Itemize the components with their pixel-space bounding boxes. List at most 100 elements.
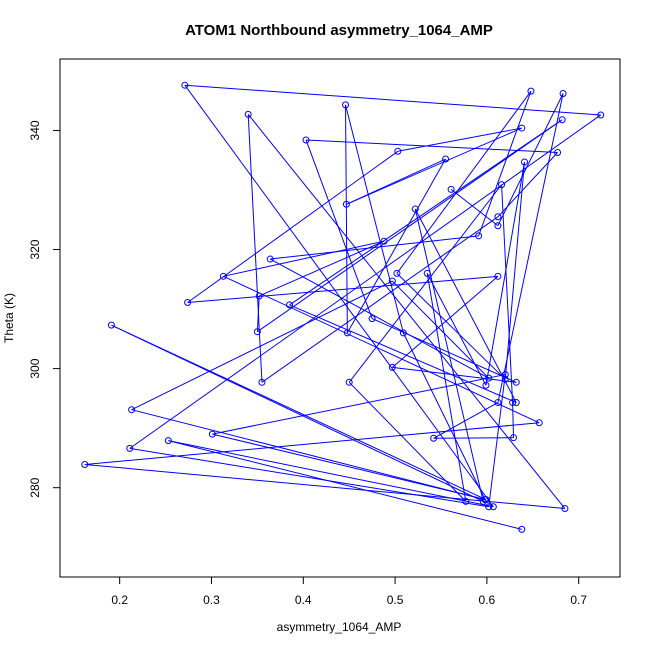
data-point (485, 374, 493, 382)
data-point (518, 124, 526, 132)
data-point (107, 321, 115, 329)
series-segment (247, 114, 263, 383)
y-tick-label: 300 (28, 358, 42, 378)
y-tick-label: 340 (28, 120, 42, 140)
series-segment (270, 235, 479, 260)
data-point (253, 328, 261, 336)
plot-frame (59, 58, 621, 578)
series-segment (346, 158, 446, 205)
series-segment (259, 240, 385, 297)
data-point (597, 111, 605, 119)
series-segment (131, 280, 393, 411)
data-point (481, 496, 489, 504)
data-point (380, 237, 388, 245)
series-segment (392, 275, 499, 368)
data-point (485, 503, 493, 511)
series-segment (396, 90, 532, 274)
series-segment (345, 104, 348, 333)
data-point (509, 399, 517, 407)
series-segment (348, 381, 467, 502)
series-segment (187, 275, 498, 304)
series-segment (426, 273, 467, 502)
data-point (442, 155, 450, 163)
series-segment (348, 184, 502, 383)
data-point (394, 147, 402, 155)
series-segment (478, 90, 532, 237)
data-point (498, 181, 506, 189)
series-segment (392, 366, 517, 383)
series-segment (129, 114, 602, 449)
data-point (430, 434, 438, 442)
series-segment (305, 139, 373, 319)
data-point (342, 200, 350, 208)
series-segment (84, 422, 540, 465)
series-segment (512, 402, 515, 438)
series-segment (168, 440, 494, 508)
data-point (494, 272, 502, 280)
x-axis: 0.2 0.3 0.4 0.5 0.6 0.7 (111, 576, 587, 607)
data-point (342, 101, 350, 109)
data-point (489, 503, 497, 511)
series-segment (414, 208, 484, 502)
series-segment (306, 139, 558, 153)
data-point (554, 148, 562, 156)
series-segment (212, 374, 506, 435)
y-axis: 280 300 320 340 (28, 120, 61, 498)
data-point (244, 110, 252, 118)
series-segment (346, 127, 522, 205)
data-point (447, 185, 455, 193)
series-segment (402, 332, 486, 500)
series-segment (269, 258, 489, 379)
data-point (345, 378, 353, 386)
series-segment (111, 324, 484, 502)
series-segment (346, 158, 447, 334)
x-tick-label: 0.6 (479, 593, 496, 607)
data-point (164, 437, 172, 445)
data-point (494, 213, 502, 221)
series-segment (433, 437, 514, 439)
data-point (81, 460, 89, 468)
data-point (208, 430, 216, 438)
series-segment (485, 161, 526, 386)
series-segment (184, 84, 494, 508)
data-point (393, 269, 401, 277)
data-point (482, 381, 490, 389)
data-point (494, 399, 502, 407)
data-point (266, 255, 274, 263)
series-segment (426, 273, 487, 386)
series-segment (247, 114, 566, 509)
series-segment (84, 463, 565, 510)
data-point (512, 378, 520, 386)
series-points (81, 81, 605, 533)
data-point (559, 90, 567, 98)
data-point (462, 497, 470, 505)
series-segment (289, 119, 563, 306)
data-point (518, 525, 526, 533)
series-segment (131, 409, 486, 501)
series-segment (289, 304, 517, 404)
data-point (399, 329, 407, 337)
data-point (411, 205, 419, 213)
series-segment (497, 93, 564, 226)
series-segment (187, 150, 399, 303)
data-point (494, 222, 502, 230)
data-point (219, 272, 227, 280)
series-segment (371, 318, 517, 383)
y-tick-label: 280 (28, 477, 42, 497)
series-segment (257, 119, 563, 333)
y-tick-label: 320 (28, 239, 42, 259)
data-point (255, 292, 263, 300)
data-point (368, 315, 376, 323)
data-point (181, 81, 189, 89)
series-line (84, 84, 602, 530)
data-point (423, 269, 431, 277)
data-point (128, 406, 136, 414)
data-point (302, 136, 310, 144)
x-axis-label: asymmetry_1064_AMP (277, 620, 402, 634)
data-point (184, 299, 192, 307)
series-segment (497, 93, 564, 403)
series-segment (184, 84, 601, 116)
series-segment (504, 161, 526, 380)
data-point (126, 444, 134, 452)
data-point (388, 363, 396, 371)
